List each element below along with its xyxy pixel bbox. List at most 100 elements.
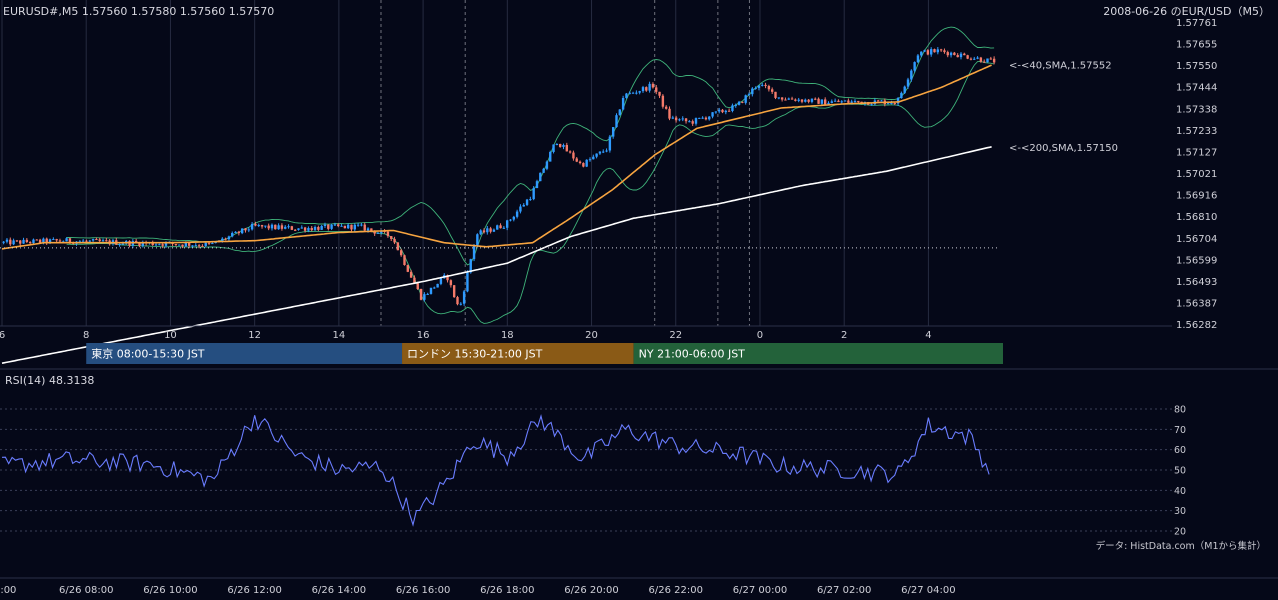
candle-body <box>678 119 681 121</box>
candle-body <box>118 243 121 245</box>
candle-body <box>827 102 830 105</box>
session-label: NY 21:00-06:00 JST <box>639 348 746 361</box>
candle-body <box>373 230 376 234</box>
candle-body <box>727 110 731 112</box>
chart-title: 2008-06-26 のEUR/USD（M5） <box>1103 5 1270 18</box>
candle-body <box>393 238 396 243</box>
candle-body <box>274 224 277 230</box>
candle-body <box>936 49 940 53</box>
candle-body <box>35 239 38 241</box>
candle-body <box>572 152 575 159</box>
time-tick-label: 6/26 08:00 <box>59 585 113 596</box>
candle-body <box>492 229 496 232</box>
candle-body <box>469 259 472 273</box>
price-tick-label: 1.57021 <box>1176 169 1217 180</box>
candle-body <box>953 52 956 56</box>
candle-body <box>903 86 906 93</box>
candle-body <box>201 245 204 247</box>
hour-tick-label: 2 <box>841 330 847 341</box>
candle-body <box>38 239 42 243</box>
candle-body <box>830 101 834 103</box>
price-tick-label: 1.57655 <box>1176 40 1217 51</box>
candle-body <box>770 89 774 92</box>
candle-body <box>330 224 333 229</box>
session-bar: 東京 08:00-15:30 JST ロンドン 15:30-21:00 JST NY… <box>86 343 1003 364</box>
candle-body <box>552 144 555 152</box>
candle-body <box>896 98 900 104</box>
candle-body <box>840 101 843 103</box>
candle-body <box>78 241 82 243</box>
candle-body <box>65 238 68 242</box>
candle-body <box>717 109 721 112</box>
candle-body <box>946 52 949 56</box>
candle-body <box>963 53 966 56</box>
candle-body <box>959 53 963 58</box>
candle-body <box>323 224 327 227</box>
price-tick-label: 1.57233 <box>1176 126 1217 137</box>
candle-body <box>9 239 12 245</box>
candle-body <box>850 101 853 103</box>
candle-body <box>121 243 125 245</box>
rsi-tick-label: 60 <box>1174 445 1186 456</box>
candle-body <box>25 239 29 243</box>
candle-body <box>857 100 860 102</box>
hour-axis: 6 8 10 12 14 16 18 20 22 0 2 4 <box>0 330 932 341</box>
candle-body <box>141 242 144 246</box>
price-tick-label: 1.56916 <box>1176 191 1217 202</box>
candle-body <box>615 115 618 128</box>
candle-body <box>605 150 608 152</box>
candle-body <box>949 52 953 56</box>
candle-body <box>370 228 373 231</box>
candle-body <box>55 239 58 241</box>
candle-body <box>721 109 724 113</box>
candle-body <box>227 236 231 240</box>
candle-body <box>628 92 631 94</box>
rsi-tick-label: 80 <box>1174 405 1186 416</box>
candle-body <box>744 95 747 103</box>
hour-tick-label: 16 <box>417 330 430 341</box>
candle-body <box>989 58 993 60</box>
candle-body <box>426 293 429 295</box>
candle-body <box>174 243 178 245</box>
hour-tick-label: 10 <box>164 330 177 341</box>
session-block <box>86 343 403 364</box>
candle-body <box>466 272 469 292</box>
candle-body <box>15 240 19 242</box>
candle-body <box>608 136 612 151</box>
candle-body <box>320 226 323 230</box>
candle-body <box>966 55 969 59</box>
candle-body <box>674 117 678 121</box>
candle-body <box>910 70 913 80</box>
time-tick-label: 6/27 00:00 <box>733 585 787 596</box>
time-tick-label: 6/26 12:00 <box>227 585 281 596</box>
rsi-tick-label: 50 <box>1174 466 1186 477</box>
candle-body <box>462 291 466 304</box>
candle-body <box>88 240 91 242</box>
candle-body <box>280 225 284 229</box>
candle-body <box>588 159 592 161</box>
candle-body <box>724 110 728 113</box>
candle-body <box>790 98 794 100</box>
candle-body <box>645 87 648 91</box>
rsi-tick-label: 30 <box>1174 506 1186 517</box>
time-tick-label: 6/27 02:00 <box>817 585 871 596</box>
candle-body <box>234 231 237 233</box>
candle-body <box>297 228 300 230</box>
candle-body <box>542 168 545 173</box>
candle-body <box>794 99 797 101</box>
candle-body <box>346 224 350 229</box>
candle-body <box>267 225 270 229</box>
candle-body <box>519 206 522 212</box>
rsi-tick-label: 70 <box>1174 425 1186 436</box>
candle-body <box>363 224 366 231</box>
candle-body <box>42 238 45 243</box>
candle-body <box>558 144 562 147</box>
candle-body <box>221 238 224 242</box>
candle-body <box>747 94 751 96</box>
candle-body <box>366 228 370 231</box>
candle-body <box>708 116 711 120</box>
candle-body <box>2 241 5 243</box>
candle-body <box>767 86 771 90</box>
candle-body <box>731 105 734 111</box>
candle-body <box>194 245 197 247</box>
